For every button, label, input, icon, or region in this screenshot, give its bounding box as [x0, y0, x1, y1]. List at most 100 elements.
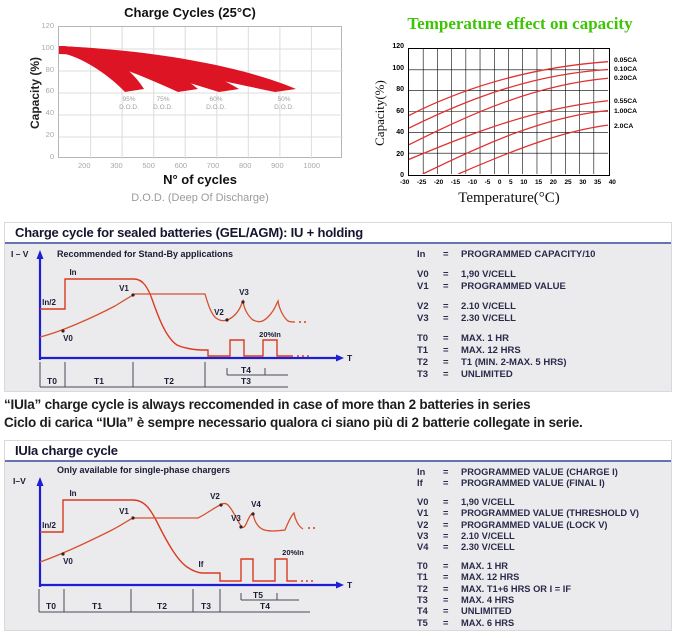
legend-row: V3 = 2.10 V/CELL — [417, 531, 639, 542]
t1-label: T1 — [94, 376, 104, 386]
y-tick-label: 60 — [45, 86, 54, 96]
y-tick-label: 60 — [396, 107, 404, 115]
x-tick-label: 15 — [534, 179, 543, 186]
legend-row: T2 = T1 (MIN. 2-MAX. 5 HRS) — [417, 357, 595, 369]
y-tick-label: 100 — [392, 64, 404, 72]
legend-row: If = PROGRAMMED VALUE (FINAL I) — [417, 478, 639, 489]
pulse-label: 20%In — [259, 330, 281, 339]
x-tick-label: -15 — [450, 179, 461, 186]
v3-label: V3 — [231, 514, 241, 523]
curve-010ca — [408, 68, 609, 129]
legend-equals: = — [443, 281, 449, 292]
legend-row: In = PROGRAMMED CAPACITY/10 — [417, 249, 595, 261]
if-label: If — [199, 560, 204, 569]
x-tick-label: -5 — [484, 179, 491, 186]
dod-label-95: 95% D.O.D. — [119, 96, 139, 111]
temp-plot-area — [408, 48, 610, 176]
t2-label: T2 — [157, 601, 167, 611]
curve-20ca — [458, 124, 609, 175]
iuia-waveform-diagram: Only available for single-phase chargers… — [13, 465, 353, 613]
legend-equals: = — [443, 467, 449, 477]
legend-value: PROGRAMMED VALUE (THRESHOLD V) — [461, 508, 640, 519]
legend-symbol: T2 — [417, 583, 428, 594]
v2-label: V2 — [210, 492, 220, 501]
v3-label: V3 — [239, 288, 249, 297]
legend-value: 2.30 V/CELL — [461, 313, 516, 324]
legend-symbol: V0 — [417, 269, 429, 280]
y-tick-label: 40 — [396, 129, 404, 136]
cycles-chart-title: Charge Cycles (25°C) — [124, 5, 256, 20]
section1-subtitle: Recommended for Stand-By applications — [57, 249, 233, 259]
legend-symbol: T3 — [417, 595, 428, 606]
legend-symbol: V1 — [417, 281, 429, 292]
legend-value: MAX. 6 HRS — [461, 617, 515, 628]
x-tick-label: 0 — [497, 179, 502, 186]
x-tick-label: 900 — [271, 161, 284, 170]
y-tick-label: 20 — [396, 150, 404, 158]
legend-value: 2.10 V/CELL — [461, 301, 516, 312]
legend-symbol: V2 — [417, 519, 429, 530]
v0-label: V0 — [63, 334, 73, 343]
legend-symbol: T5 — [417, 617, 428, 628]
legend-row: V1 = PROGRAMMED VALUE (THRESHOLD V) — [417, 508, 639, 519]
legend-equals: = — [443, 519, 449, 530]
legend-row: T0 = MAX. 1 HR — [417, 561, 639, 572]
v2-label: V2 — [214, 308, 224, 317]
legend-equals: = — [443, 617, 449, 628]
point-markers — [61, 293, 245, 333]
legend-symbol: V2 — [417, 301, 429, 312]
legend-symbol: V1 — [417, 508, 429, 519]
x-axis-arrow — [336, 581, 344, 589]
cycles-x-axis-label: N° of cycles — [163, 172, 237, 187]
legend-value: PROGRAMMED VALUE (FINAL I) — [461, 478, 605, 489]
legend-equals: = — [443, 357, 449, 368]
legend-equals: = — [443, 478, 449, 489]
legend-row: T3 = MAX. 4 HRS — [417, 595, 639, 606]
legend-symbol: T4 — [417, 606, 428, 617]
curve-label: 0.55CA — [614, 98, 638, 105]
t0-label: T0 — [46, 601, 56, 611]
legend-row: T0 = MAX. 1 HR — [417, 333, 595, 345]
v1-label: V1 — [119, 284, 129, 293]
legend-equals: = — [443, 560, 449, 571]
y-axis-arrow — [36, 477, 44, 486]
t4-label: T4 — [241, 365, 251, 375]
t5-label: T5 — [253, 590, 263, 600]
t3-label: T3 — [241, 376, 251, 386]
legend-value: MAX. 4 HRS — [461, 595, 515, 606]
y-tick-label: 0 — [400, 172, 404, 179]
x-tick-label: 500 — [142, 161, 155, 170]
current-trace — [40, 278, 293, 357]
y-tick-label: 40 — [45, 108, 54, 118]
curve-020ca — [408, 77, 609, 146]
temp-y-ticks: 120 100 80 60 40 20 0 — [384, 43, 404, 179]
pulse-label: 20%In — [282, 548, 304, 557]
voltage-trace — [39, 293, 296, 338]
v4-label: V4 — [251, 500, 261, 509]
continuation-dots — [297, 321, 309, 357]
current-trace — [40, 499, 297, 582]
iv-axes — [38, 484, 336, 587]
legend-symbol: V4 — [417, 542, 429, 553]
legend-row: V1 = PROGRAMMED VALUE — [417, 281, 595, 293]
curve-label: 2.0CA — [614, 123, 634, 130]
in-half-label: In/2 — [42, 521, 56, 530]
dod-bands — [59, 46, 296, 92]
section2-body: Only available for single-phase chargers… — [5, 462, 671, 629]
legend-symbol: T0 — [417, 560, 428, 571]
legend-equals: = — [443, 369, 449, 380]
y-tick-label: 20 — [45, 130, 54, 140]
legend-equals: = — [443, 249, 449, 260]
band-50-dod — [59, 46, 296, 92]
curve-label: 1.00CA — [614, 108, 638, 115]
t2-label: T2 — [164, 376, 174, 386]
section-iu-holding: Charge cycle for sealed batteries (GEL/A… — [4, 222, 672, 392]
dod-label-50: 50% D.O.D. — [274, 96, 294, 111]
section2-legend: In = PROGRAMMED VALUE (CHARGE I) If = PR… — [417, 462, 639, 629]
temp-x-ticks: -30 -25 -20 -15 -10 -5 0 5 10 15 20 25 30 35 40 — [400, 179, 616, 186]
x-tick-label: 800 — [238, 161, 252, 170]
legend-symbol: V3 — [417, 313, 429, 324]
temp-curves — [408, 61, 609, 175]
v1-label: V1 — [119, 507, 129, 516]
legend-value: UNLIMITED — [461, 369, 513, 380]
